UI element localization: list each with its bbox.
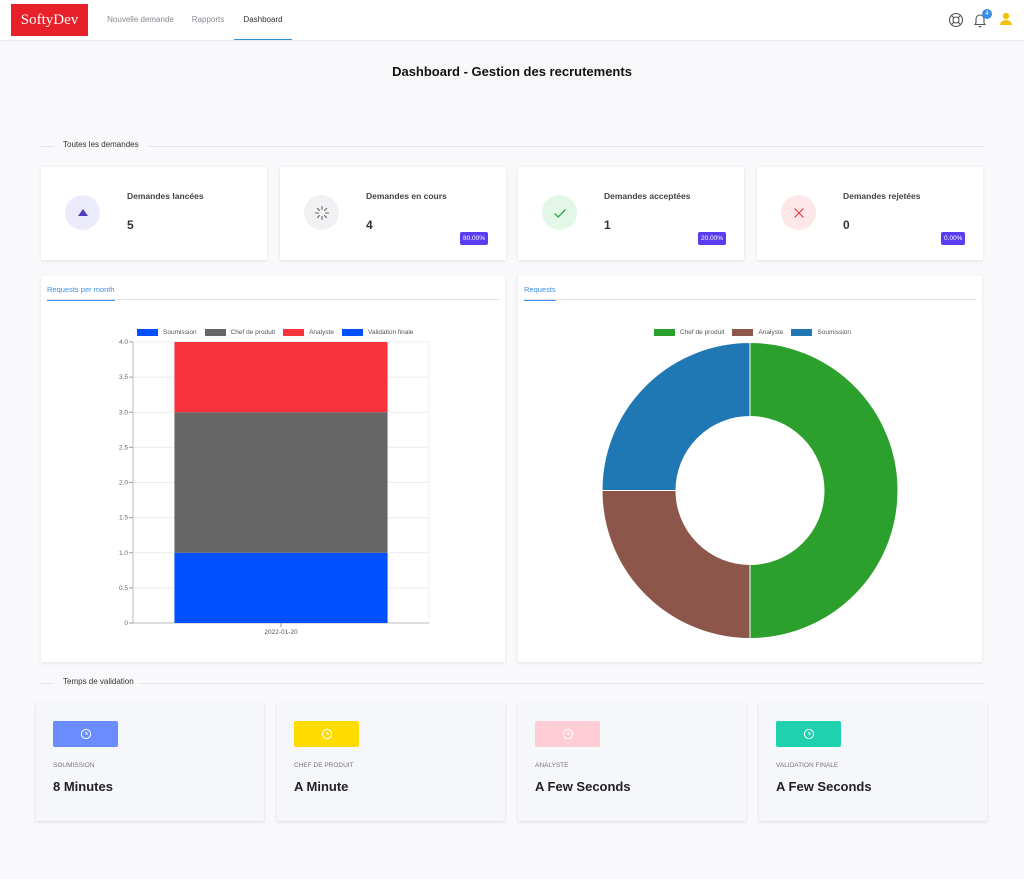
y-tick-label: 1.5: [119, 515, 128, 522]
time-value: 8 Minutes: [53, 779, 113, 794]
stat-value: 0: [843, 218, 850, 232]
donut-chart-legend: Chef de produit Analyste Soumission: [654, 329, 859, 336]
stat-title: Demandes acceptées: [604, 191, 691, 201]
time-chip: [776, 721, 841, 747]
clock-icon: [803, 728, 814, 740]
time-chip: [53, 721, 118, 747]
donut-chart: [601, 341, 899, 640]
time-label: VALIDATION FINALE: [776, 762, 839, 769]
stat-icon-badge: [304, 195, 339, 230]
stat-card-rejected: Demandes rejetées 0 0.00%: [757, 167, 983, 260]
tab-requests[interactable]: Requests: [524, 285, 556, 301]
brand-logo[interactable]: SoftyDev: [11, 4, 88, 36]
triangle-up-icon: [77, 208, 88, 216]
stat-value: 1: [604, 218, 611, 232]
notification-badge: 4: [982, 9, 992, 19]
stat-title: Demandes en cours: [366, 191, 447, 201]
nav-nouvelle-demande[interactable]: Nouvelle demande: [107, 15, 174, 24]
requests-per-month-panel: Requests per month Soumission Chef de pr…: [41, 276, 505, 662]
time-label: CHEF DE PRODUIT: [294, 762, 354, 769]
stat-value: 5: [127, 218, 134, 232]
time-card-soumission: SOUMISSION 8 Minutes: [36, 703, 264, 821]
section-title: Temps de validation: [63, 677, 134, 686]
stat-card-launched: Demandes lancées 5: [41, 167, 267, 260]
legend-item[interactable]: Analyste: [283, 329, 334, 336]
legend-item[interactable]: Soumission: [137, 329, 197, 336]
stat-card-accepted: Demandes acceptées 1 20.00%: [518, 167, 744, 260]
y-tick-label: 0: [124, 620, 128, 627]
legend-item[interactable]: Soumission: [791, 329, 851, 336]
stat-title: Demandes lancées: [127, 191, 204, 201]
y-tick-label: 0.5: [119, 585, 128, 592]
page-title: Dashboard - Gestion des recrutements: [392, 64, 632, 79]
stat-card-in-progress: Demandes en cours 4 80.00%: [280, 167, 506, 260]
clock-icon: [321, 728, 332, 740]
stat-icon-badge: [781, 195, 816, 230]
time-card-chef-de-produit: CHEF DE PRODUIT A Minute: [277, 703, 505, 821]
top-navbar: SoftyDev Nouvelle demande Rapports Dashb…: [0, 0, 1024, 41]
check-icon: [553, 208, 566, 218]
y-tick-label: 4.0: [119, 339, 128, 346]
spinner-icon: [314, 205, 329, 220]
requests-panel: Requests Chef de produit Analyste Soumis…: [518, 276, 982, 662]
legend-item[interactable]: Validation finale: [342, 329, 413, 336]
legend-item[interactable]: Chef de produit: [654, 329, 724, 336]
percent-badge: 20.00%: [698, 232, 727, 245]
stacked-bar-chart: 0 0.5 1.0 1.5 2.0 2.5 3.0 3.5 4.0 2022-01-20: [119, 339, 430, 636]
time-value: A Few Seconds: [776, 779, 872, 794]
y-tick-label: 1.0: [119, 550, 128, 557]
time-label: ANALYSTE: [535, 762, 569, 769]
percent-badge: 80.00%: [460, 232, 489, 245]
time-card-analyste: ANALYSTE A Few Seconds: [518, 703, 746, 821]
bar-chart-legend: Soumission Chef de produit Analyste Vali…: [137, 329, 421, 336]
tab-requests-per-month[interactable]: Requests per month: [47, 285, 115, 301]
bar-segment-1[interactable]: [174, 552, 388, 623]
user-icon[interactable]: [998, 11, 1014, 27]
y-tick-label: 3.5: [119, 374, 128, 381]
time-label: SOUMISSION: [53, 762, 95, 769]
stat-icon-badge: [542, 195, 577, 230]
x-tick-label: 2022-01-20: [264, 629, 298, 636]
lifebuoy-icon[interactable]: [948, 12, 964, 28]
nav-rapports[interactable]: Rapports: [191, 15, 225, 24]
clock-icon: [562, 728, 573, 740]
bar-segment-3[interactable]: [174, 342, 388, 413]
stat-icon-badge: [65, 195, 100, 230]
y-tick-label: 2.5: [119, 444, 128, 451]
y-tick-label: 3.0: [119, 409, 128, 416]
section-title: Toutes les demandes: [63, 140, 139, 149]
time-chip: [535, 721, 600, 747]
close-icon: [793, 207, 804, 218]
time-card-validation-finale: VALIDATION FINALE A Few Seconds: [759, 703, 987, 821]
stat-value: 4: [366, 218, 373, 232]
donut-slice-3[interactable]: [601, 341, 751, 491]
section-validation-time: Temps de validation: [40, 677, 984, 689]
stat-title: Demandes rejetées: [843, 191, 921, 201]
legend-item[interactable]: Analyste: [732, 329, 783, 336]
clock-icon: [80, 728, 91, 740]
donut-slice-2[interactable]: [601, 490, 751, 640]
time-value: A Few Seconds: [535, 779, 631, 794]
time-chip: [294, 721, 359, 747]
section-all-requests: Toutes les demandes: [40, 140, 984, 152]
donut-slice-1[interactable]: [749, 341, 899, 640]
y-tick-label: 2.0: [119, 480, 128, 487]
legend-item[interactable]: Chef de produit: [204, 329, 275, 336]
bar-segment-2[interactable]: [174, 412, 388, 553]
time-value: A Minute: [294, 779, 349, 794]
nav-dashboard[interactable]: Dashboard: [234, 0, 292, 40]
percent-badge: 0.00%: [941, 232, 966, 245]
